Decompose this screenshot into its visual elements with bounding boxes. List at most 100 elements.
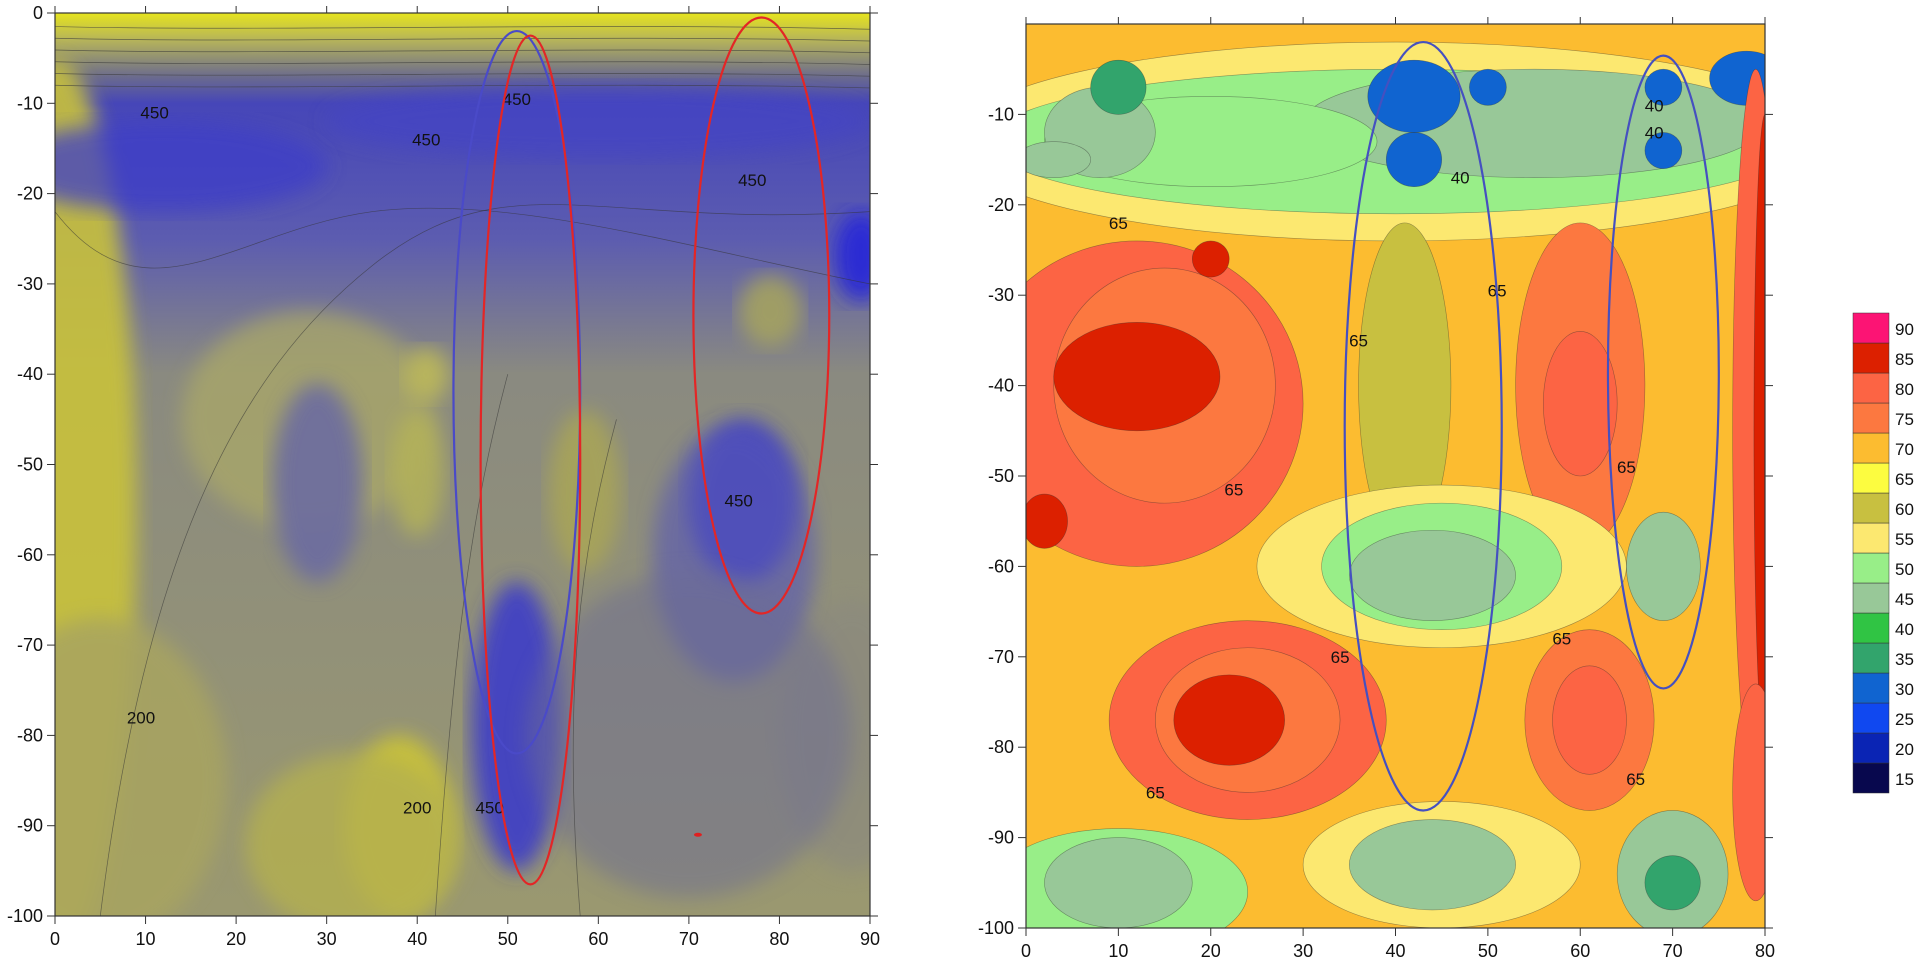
contour-label: 65 bbox=[1349, 331, 1368, 350]
x-tick-label: 50 bbox=[1478, 941, 1498, 961]
contour-region bbox=[833, 211, 870, 302]
contour-line bbox=[55, 84, 870, 89]
colorbar-label: 75 bbox=[1895, 410, 1914, 429]
contour-region bbox=[1732, 683, 1765, 902]
contour-line bbox=[55, 207, 870, 285]
colorbar-label: 70 bbox=[1895, 440, 1914, 459]
x-tick-label: 80 bbox=[1755, 941, 1775, 961]
contour-region bbox=[1349, 819, 1516, 911]
contour-label: 65 bbox=[1109, 214, 1128, 233]
x-tick-label: 90 bbox=[860, 929, 880, 949]
left-axis-ticks: 0 10 20 30 40 50 60 70 80 90 0 -10 -20 -30 -40 -50 -60 -7… bbox=[7, 3, 880, 949]
contour-region bbox=[245, 753, 463, 916]
contour-region bbox=[1469, 68, 1507, 106]
contour-label: 450 bbox=[725, 492, 753, 511]
left-contour-fills bbox=[55, 13, 870, 916]
contour-region bbox=[1044, 837, 1193, 928]
contour-region bbox=[403, 347, 449, 402]
contour-region bbox=[1385, 132, 1442, 188]
contour-line bbox=[55, 37, 870, 42]
highlight-ellipse bbox=[479, 34, 582, 886]
contour-region bbox=[1367, 59, 1461, 133]
x-tick-label: 80 bbox=[769, 929, 789, 949]
colorbar-swatch bbox=[1852, 372, 1890, 404]
x-tick-label: 40 bbox=[407, 929, 427, 949]
contour-label: 65 bbox=[1617, 458, 1636, 477]
contour-label: 65 bbox=[1552, 630, 1571, 649]
contour-region bbox=[1644, 855, 1701, 911]
colorbar-label: 50 bbox=[1895, 560, 1914, 579]
contour-region bbox=[1173, 674, 1285, 766]
right-ellipses bbox=[1343, 40, 1720, 812]
contour-region bbox=[1644, 132, 1683, 169]
contour-region bbox=[1191, 240, 1230, 278]
x-tick-label: 0 bbox=[1021, 941, 1031, 961]
y-tick-label: -80 bbox=[17, 725, 43, 745]
y-tick-label: -90 bbox=[17, 816, 43, 836]
contour-line bbox=[99, 204, 870, 916]
y-tick-label: -90 bbox=[988, 828, 1014, 848]
contour-label: 40 bbox=[1645, 123, 1664, 142]
x-tick-label: 20 bbox=[1201, 941, 1221, 961]
colorbar-label: 40 bbox=[1895, 620, 1914, 639]
y-tick-label: -10 bbox=[988, 104, 1014, 124]
contour-region bbox=[1626, 511, 1701, 621]
right-axis-ticks: 0 10 20 30 40 50 60 70 80 -10 -20 -30 -40 -50 -60 -70 -8… bbox=[978, 17, 1775, 961]
contour-region bbox=[1053, 322, 1221, 432]
contour-region bbox=[55, 618, 228, 916]
colorbar-label: 20 bbox=[1895, 740, 1914, 759]
contour-region bbox=[1552, 665, 1627, 775]
contour-region bbox=[548, 410, 621, 573]
y-tick-label: -40 bbox=[988, 376, 1014, 396]
colorbar-swatch bbox=[1852, 672, 1890, 704]
y-tick-label: -70 bbox=[17, 635, 43, 655]
contour-label: 40 bbox=[1451, 169, 1470, 188]
red-marker bbox=[693, 832, 702, 837]
y-tick-label: -100 bbox=[7, 906, 43, 926]
x-tick-label: 20 bbox=[226, 929, 246, 949]
contour-region bbox=[55, 121, 327, 212]
contour-line bbox=[55, 61, 870, 65]
colorbar-label: 80 bbox=[1895, 380, 1914, 399]
x-tick-label: 30 bbox=[317, 929, 337, 949]
colorbar-swatch bbox=[1852, 522, 1890, 554]
y-tick-label: -80 bbox=[988, 737, 1014, 757]
y-tick-label: -10 bbox=[17, 93, 43, 113]
contour-label: 65 bbox=[1626, 770, 1645, 789]
colorbar-swatch bbox=[1852, 342, 1890, 374]
x-tick-label: 70 bbox=[1663, 941, 1683, 961]
contour-line bbox=[55, 73, 870, 77]
y-tick-label: -40 bbox=[17, 364, 43, 384]
contour-region bbox=[525, 572, 852, 898]
contour-label: 200 bbox=[403, 799, 431, 818]
y-tick-label: 0 bbox=[33, 3, 43, 23]
contour-region bbox=[1090, 59, 1147, 115]
contour-label: 65 bbox=[1224, 481, 1243, 500]
x-tick-label: 40 bbox=[1385, 941, 1405, 961]
y-tick-label: -20 bbox=[988, 195, 1014, 215]
colorbar-swatch bbox=[1852, 552, 1890, 584]
colorbar-swatch bbox=[1852, 462, 1890, 494]
colorbar-swatch bbox=[1852, 642, 1890, 674]
contour-region bbox=[1026, 141, 1091, 178]
right-contour-fills bbox=[1026, 24, 1765, 928]
contour-label: 450 bbox=[475, 799, 503, 818]
contour-region bbox=[326, 85, 870, 158]
y-tick-label: -30 bbox=[17, 274, 43, 294]
y-tick-label: -30 bbox=[988, 285, 1014, 305]
contour-region bbox=[272, 383, 363, 582]
contour-line bbox=[572, 419, 617, 916]
contour-label: 450 bbox=[738, 171, 766, 190]
x-tick-label: 10 bbox=[1108, 941, 1128, 961]
y-tick-label: -50 bbox=[17, 455, 43, 475]
colorbar-swatch bbox=[1852, 582, 1890, 614]
contour-region bbox=[1026, 493, 1068, 549]
colorbar-label: 85 bbox=[1895, 350, 1914, 369]
left-ellipses bbox=[452, 16, 831, 886]
highlight-ellipse bbox=[1606, 54, 1720, 690]
colorbar-label: 30 bbox=[1895, 680, 1914, 699]
colorbar-swatch bbox=[1852, 702, 1890, 734]
colorbar-swatch bbox=[1852, 432, 1890, 464]
